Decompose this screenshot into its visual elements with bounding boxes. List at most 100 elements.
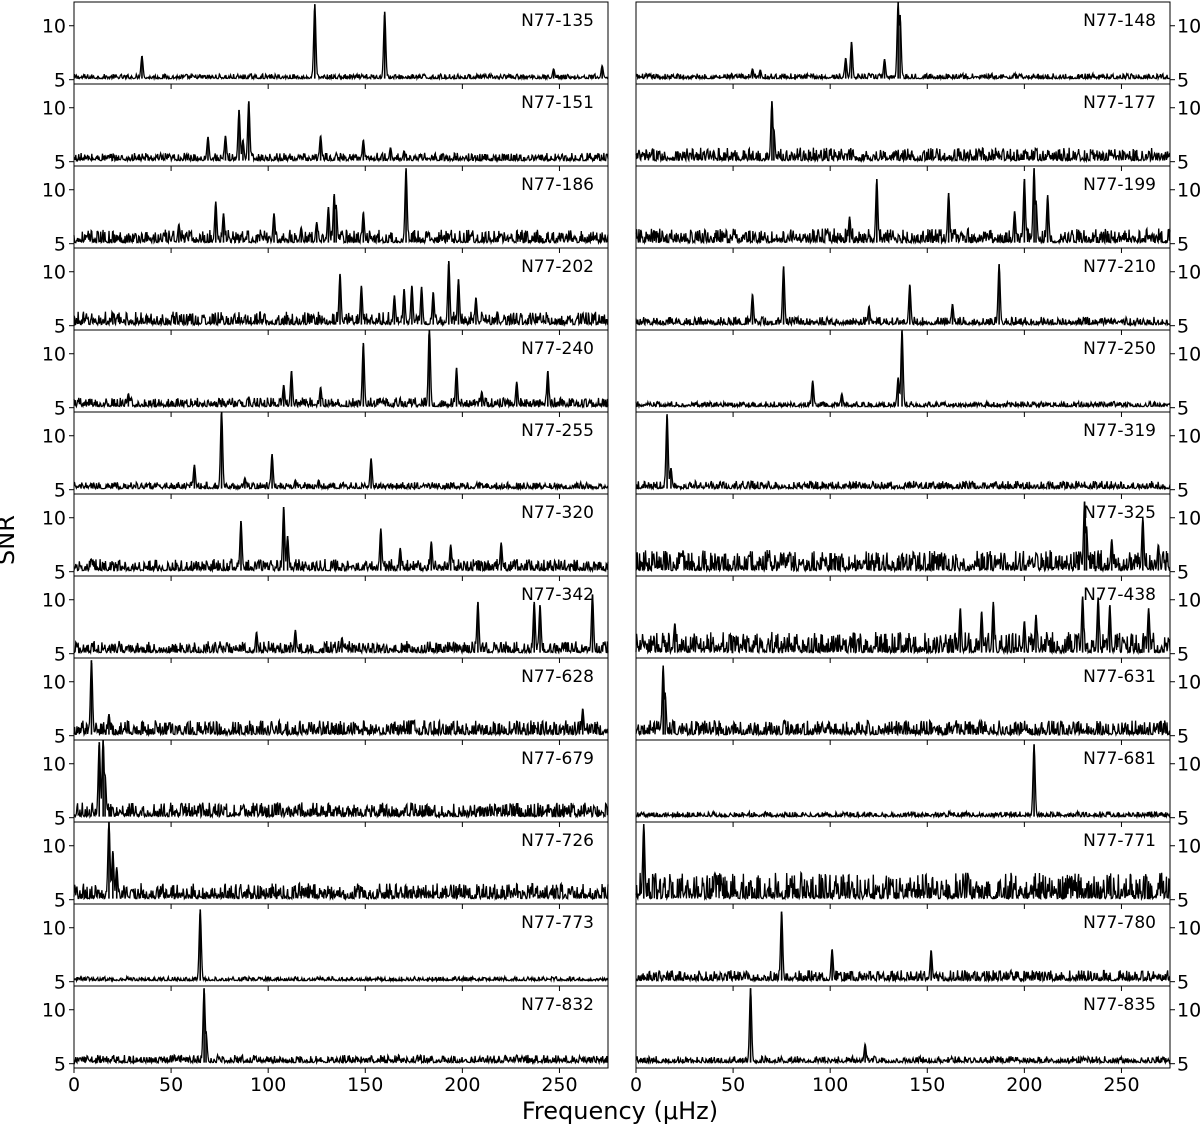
spectrum-line-n77-177	[635, 101, 1171, 164]
spectrum-line-n77-325	[635, 501, 1171, 574]
y-tick-label: 10	[1177, 918, 1200, 940]
panel-label: N77-681	[1083, 749, 1156, 769]
y-tick-label: 10	[42, 918, 66, 940]
y-tick-label: 5	[1177, 726, 1189, 748]
panel-n77-177: N77-177 5 10	[635, 83, 1200, 174]
panel-n77-681: N77-681 5 10	[635, 739, 1200, 830]
y-tick-label: 5	[1177, 972, 1189, 994]
panel-n77-135: N77-135 5 10	[42, 1, 609, 92]
y-tick-label: 10	[42, 754, 66, 776]
y-tick-label: 5	[54, 808, 66, 830]
y-tick-label: 5	[1177, 316, 1189, 338]
panel-label: N77-202	[521, 257, 594, 277]
panel-label: N77-438	[1083, 585, 1156, 605]
spectrum-line-n77-186	[73, 169, 609, 246]
y-tick-label: 10	[42, 180, 66, 202]
y-tick-label: 10	[1177, 262, 1200, 284]
panel-label: N77-628	[521, 667, 594, 687]
y-tick-label: 5	[54, 890, 66, 912]
panel-label: N77-342	[521, 585, 594, 605]
panel-n77-628: N77-628 5 10	[42, 657, 609, 748]
x-tick-label: 200	[1006, 1074, 1042, 1096]
panel-n77-320: N77-320 5 10	[42, 493, 609, 584]
y-tick-label: 10	[42, 672, 66, 694]
panel-label: N77-325	[1083, 503, 1156, 523]
y-tick-label: 10	[1177, 16, 1200, 38]
y-tick-label: 5	[1177, 890, 1189, 912]
y-tick-label: 10	[1177, 590, 1200, 612]
panel-n77-250: N77-250 5 10	[635, 329, 1200, 420]
y-tick-label: 10	[42, 16, 66, 38]
y-tick-label: 10	[1177, 508, 1200, 530]
panel-label: N77-679	[521, 749, 594, 769]
panel-label: N77-631	[1083, 667, 1156, 687]
panel-label: N77-320	[521, 503, 594, 523]
panel-label: N77-210	[1083, 257, 1156, 277]
y-tick-label: 10	[42, 344, 66, 366]
y-axis-title: SNR	[0, 515, 20, 565]
y-tick-label: 10	[1177, 180, 1200, 202]
spectrum-line-n77-631	[635, 665, 1171, 738]
panel-label: N77-780	[1083, 913, 1156, 933]
panel-n77-210: N77-210 5 10	[635, 247, 1200, 338]
spectrum-line-n77-679	[73, 740, 609, 820]
spectrum-line-n77-773	[73, 910, 609, 984]
y-tick-label: 5	[54, 234, 66, 256]
x-tick-label: 150	[347, 1074, 383, 1096]
y-tick-label: 5	[54, 562, 66, 584]
spectrum-line-n77-681	[635, 744, 1171, 820]
y-tick-label: 10	[42, 262, 66, 284]
panel-label: N77-199	[1083, 175, 1156, 195]
spectrum-line-n77-835	[635, 988, 1171, 1066]
y-tick-label: 5	[1177, 808, 1189, 830]
panel-label: N77-148	[1083, 11, 1156, 31]
panel-n77-240: N77-240 5 10	[42, 329, 609, 420]
spectrum-line-n77-780	[635, 911, 1171, 984]
y-tick-label: 5	[1177, 1054, 1189, 1076]
y-tick-label: 10	[1177, 426, 1200, 448]
y-tick-label: 5	[54, 152, 66, 174]
y-tick-label: 5	[54, 1054, 66, 1076]
spectrum-line-n77-240	[73, 330, 609, 410]
panel-n77-679: N77-679 5 10	[42, 739, 609, 830]
y-tick-label: 10	[1177, 344, 1200, 366]
panel-frame	[73, 985, 609, 1069]
panel-n77-438: N77-438 5 10	[635, 575, 1200, 666]
panel-label: N77-771	[1083, 831, 1156, 851]
spectrum-line-n77-148	[635, 2, 1171, 82]
y-tick-label: 5	[1177, 152, 1189, 174]
y-tick-label: 5	[54, 726, 66, 748]
y-tick-label: 5	[1177, 70, 1189, 92]
panel-label: N77-835	[1083, 995, 1156, 1015]
y-tick-label: 5	[54, 70, 66, 92]
panel-n77-202: N77-202 5 10	[42, 247, 609, 338]
x-tick-label: 250	[541, 1074, 577, 1096]
y-tick-label: 10	[42, 98, 66, 120]
spectrum-line-n77-255	[73, 412, 609, 492]
spectrum-line-n77-199	[635, 168, 1171, 246]
spectrum-line-n77-135	[73, 4, 609, 82]
y-tick-label: 5	[54, 644, 66, 666]
spectrum-line-n77-319	[635, 415, 1171, 492]
panel-n77-726: N77-726 5 10	[42, 821, 609, 912]
y-tick-label: 10	[1177, 98, 1200, 120]
x-tick-label: 100	[812, 1074, 848, 1096]
panel-n77-773: N77-773 5 10	[42, 903, 609, 994]
spectrum-line-n77-320	[73, 506, 609, 574]
spectrum-line-n77-202	[73, 262, 609, 328]
panel-n77-151: N77-151 5 10	[42, 83, 609, 174]
spectrum-line-n77-250	[635, 331, 1171, 410]
y-tick-label: 10	[42, 590, 66, 612]
y-tick-label: 5	[1177, 644, 1189, 666]
x-tick-label: 0	[68, 1074, 80, 1096]
y-tick-label: 10	[1177, 1000, 1200, 1022]
x-tick-label: 150	[909, 1074, 945, 1096]
panel-label: N77-319	[1083, 421, 1156, 441]
panel-label: N77-240	[521, 339, 594, 359]
panel-n77-255: N77-255 5 10	[42, 411, 609, 502]
panel-n77-780: N77-780 5 10	[635, 903, 1200, 994]
panel-n77-325: N77-325 5 10	[635, 493, 1200, 584]
y-tick-label: 5	[54, 480, 66, 502]
